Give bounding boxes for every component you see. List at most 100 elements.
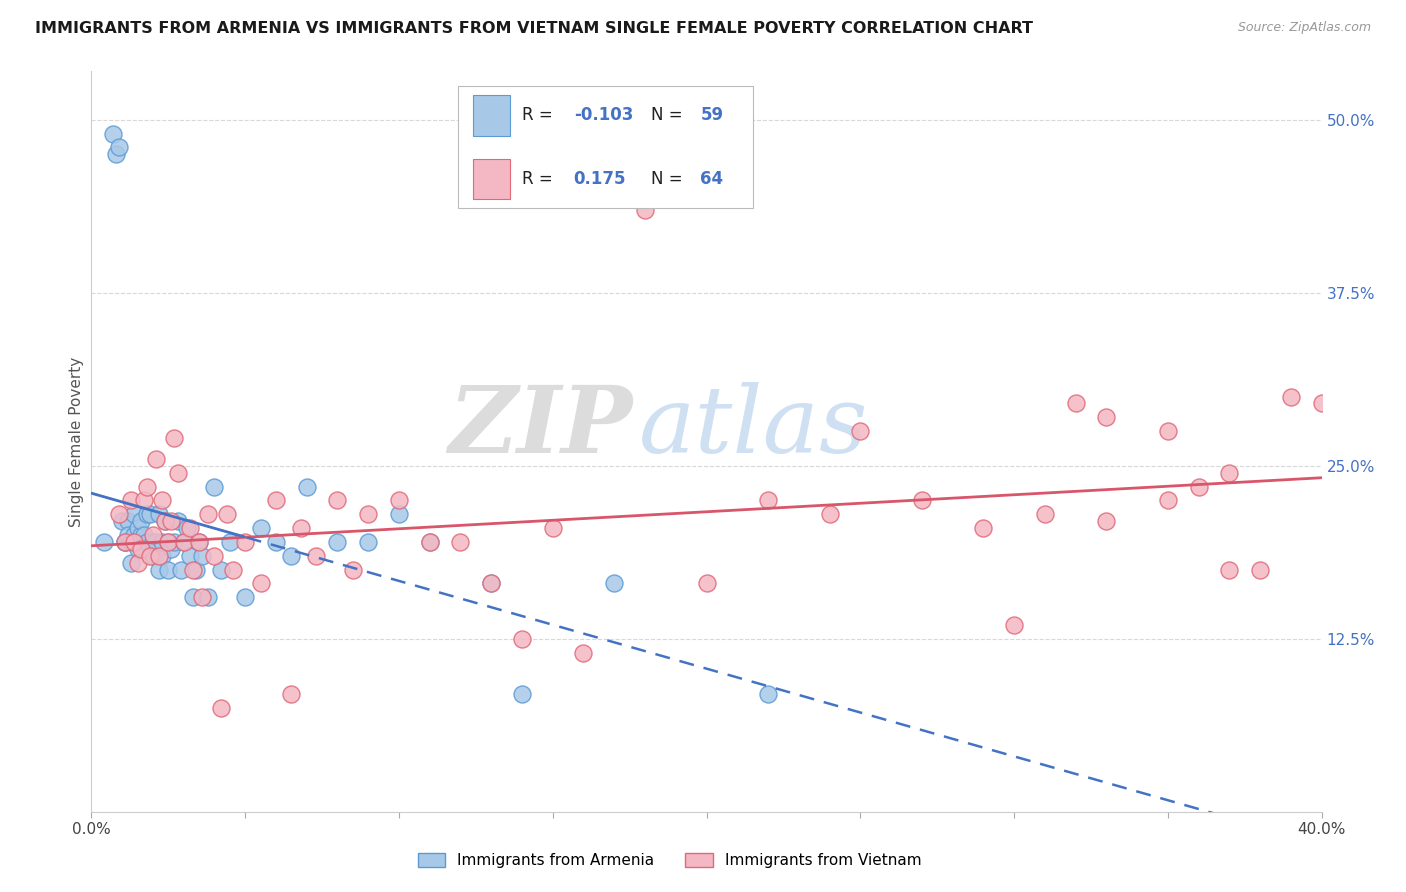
- Text: atlas: atlas: [638, 382, 869, 472]
- Point: [479, 576, 502, 591]
- Point: [295, 479, 318, 493]
- Point: [188, 534, 211, 549]
- Point: [209, 701, 232, 715]
- Point: [572, 646, 595, 660]
- Point: [132, 493, 155, 508]
- Point: [1310, 396, 1333, 410]
- Point: [249, 576, 271, 591]
- Point: [114, 534, 136, 549]
- Point: [153, 514, 177, 528]
- Point: [290, 521, 312, 535]
- Point: [972, 521, 994, 535]
- Point: [188, 534, 211, 549]
- Point: [101, 127, 124, 141]
- Text: 59: 59: [700, 106, 724, 124]
- Point: [756, 687, 779, 701]
- Point: [120, 493, 142, 508]
- Point: [849, 424, 872, 438]
- Point: [419, 534, 441, 549]
- Legend: Immigrants from Armenia, Immigrants from Vietnam: Immigrants from Armenia, Immigrants from…: [412, 847, 928, 874]
- Bar: [472, 95, 509, 136]
- Point: [280, 687, 302, 701]
- Point: [93, 534, 115, 549]
- Point: [1218, 563, 1240, 577]
- Point: [510, 632, 533, 646]
- Point: [215, 507, 238, 521]
- Point: [357, 507, 380, 521]
- Point: [108, 140, 131, 154]
- Point: [756, 493, 779, 508]
- Point: [114, 534, 136, 549]
- Point: [388, 493, 411, 508]
- Point: [135, 479, 157, 493]
- Point: [111, 514, 134, 528]
- Point: [129, 541, 152, 556]
- Point: [479, 576, 502, 591]
- Point: [114, 534, 136, 549]
- Point: [127, 541, 149, 556]
- Point: [696, 576, 718, 591]
- Point: [166, 466, 188, 480]
- Point: [142, 534, 165, 549]
- Point: [202, 549, 225, 563]
- Point: [197, 591, 219, 605]
- Point: [233, 534, 256, 549]
- Point: [209, 563, 232, 577]
- Point: [1187, 479, 1209, 493]
- Point: [419, 534, 441, 549]
- Point: [173, 534, 195, 549]
- Point: [129, 514, 152, 528]
- Point: [191, 549, 214, 563]
- Point: [1002, 618, 1025, 632]
- Point: [197, 507, 219, 521]
- Point: [145, 534, 167, 549]
- Point: [135, 507, 157, 521]
- Point: [157, 534, 180, 549]
- Point: [181, 591, 204, 605]
- Text: N =: N =: [651, 106, 688, 124]
- Point: [326, 534, 349, 549]
- Point: [1033, 507, 1056, 521]
- Point: [124, 507, 146, 521]
- Point: [357, 534, 380, 549]
- Point: [150, 493, 173, 508]
- Point: [1095, 514, 1118, 528]
- Point: [233, 591, 256, 605]
- Point: [305, 549, 328, 563]
- Text: R =: R =: [522, 170, 558, 188]
- Point: [166, 514, 188, 528]
- Point: [145, 451, 167, 466]
- Text: Source: ZipAtlas.com: Source: ZipAtlas.com: [1237, 21, 1371, 35]
- Point: [218, 534, 240, 549]
- Point: [153, 514, 177, 528]
- Point: [117, 528, 139, 542]
- Point: [634, 202, 657, 217]
- Point: [1249, 563, 1271, 577]
- Point: [148, 507, 170, 521]
- Point: [108, 507, 131, 521]
- Point: [202, 479, 225, 493]
- Point: [1218, 466, 1240, 480]
- Point: [105, 147, 127, 161]
- Point: [222, 563, 245, 577]
- Point: [135, 534, 157, 549]
- Point: [142, 549, 165, 563]
- Point: [132, 528, 155, 542]
- Point: [510, 687, 533, 701]
- Point: [449, 534, 471, 549]
- Point: [139, 549, 162, 563]
- Point: [127, 521, 149, 535]
- Point: [150, 534, 173, 549]
- Point: [179, 549, 201, 563]
- Point: [179, 521, 201, 535]
- Point: [148, 549, 170, 563]
- Text: IMMIGRANTS FROM ARMENIA VS IMMIGRANTS FROM VIETNAM SINGLE FEMALE POVERTY CORRELA: IMMIGRANTS FROM ARMENIA VS IMMIGRANTS FR…: [35, 21, 1033, 37]
- Text: 0.175: 0.175: [574, 170, 626, 188]
- Point: [176, 521, 198, 535]
- Point: [129, 528, 152, 542]
- Text: -0.103: -0.103: [574, 106, 633, 124]
- Point: [148, 563, 170, 577]
- Point: [117, 514, 139, 528]
- Point: [342, 563, 364, 577]
- Point: [157, 563, 180, 577]
